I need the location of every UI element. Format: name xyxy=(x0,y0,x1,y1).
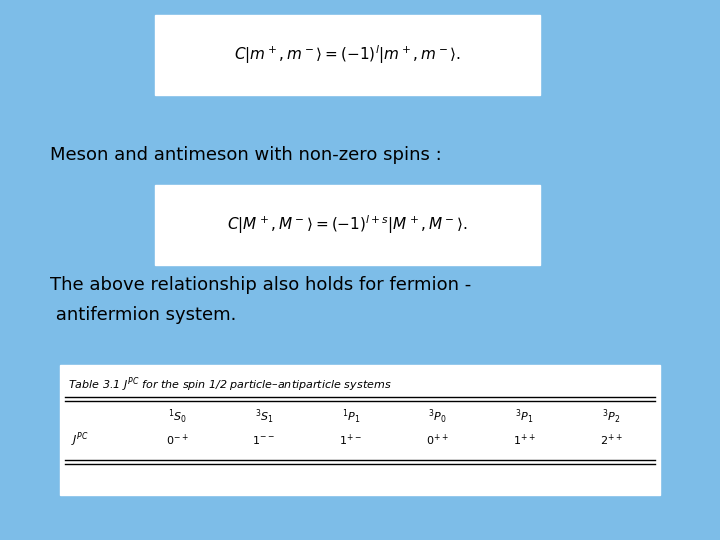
Text: $^3P_2$: $^3P_2$ xyxy=(603,408,621,426)
Text: $2^{++}$: $2^{++}$ xyxy=(600,433,623,448)
Text: $^3P_1$: $^3P_1$ xyxy=(516,408,534,426)
Text: Meson and antimeson with non-zero spins :: Meson and antimeson with non-zero spins … xyxy=(50,146,442,164)
Text: $^3S_1$: $^3S_1$ xyxy=(254,408,273,426)
Text: $0^{-+}$: $0^{-+}$ xyxy=(166,433,189,448)
Bar xyxy=(155,185,540,265)
Text: $0^{++}$: $0^{++}$ xyxy=(426,433,449,448)
Bar xyxy=(60,365,660,495)
Text: $\mathit{J^{PC}}$: $\mathit{J^{PC}}$ xyxy=(71,431,89,449)
Text: $^1P_1$: $^1P_1$ xyxy=(341,408,360,426)
Text: $C|M^+, M^-\rangle = (-1)^{l+s}|M^+, M^-\rangle.$: $C|M^+, M^-\rangle = (-1)^{l+s}|M^+, M^-… xyxy=(228,214,468,237)
Text: antifermion system.: antifermion system. xyxy=(50,306,236,324)
Text: $^1S_0$: $^1S_0$ xyxy=(168,408,186,426)
Text: Table 3.1 $\mathit{J^{PC}}$ for the spin 1/2 particle–antiparticle systems: Table 3.1 $\mathit{J^{PC}}$ for the spin… xyxy=(68,375,392,394)
Text: $1^{++}$: $1^{++}$ xyxy=(513,433,536,448)
Bar xyxy=(155,15,540,95)
Text: $1^{+-}$: $1^{+-}$ xyxy=(339,433,362,448)
Text: $^3P_0$: $^3P_0$ xyxy=(428,408,447,426)
Text: $C|m^+, m^-\rangle = (-1)^l|m^+, m^-\rangle.$: $C|m^+, m^-\rangle = (-1)^l|m^+, m^-\ran… xyxy=(234,44,461,66)
Text: The above relationship also holds for fermion -: The above relationship also holds for fe… xyxy=(50,276,472,294)
Text: $1^{--}$: $1^{--}$ xyxy=(253,434,275,446)
